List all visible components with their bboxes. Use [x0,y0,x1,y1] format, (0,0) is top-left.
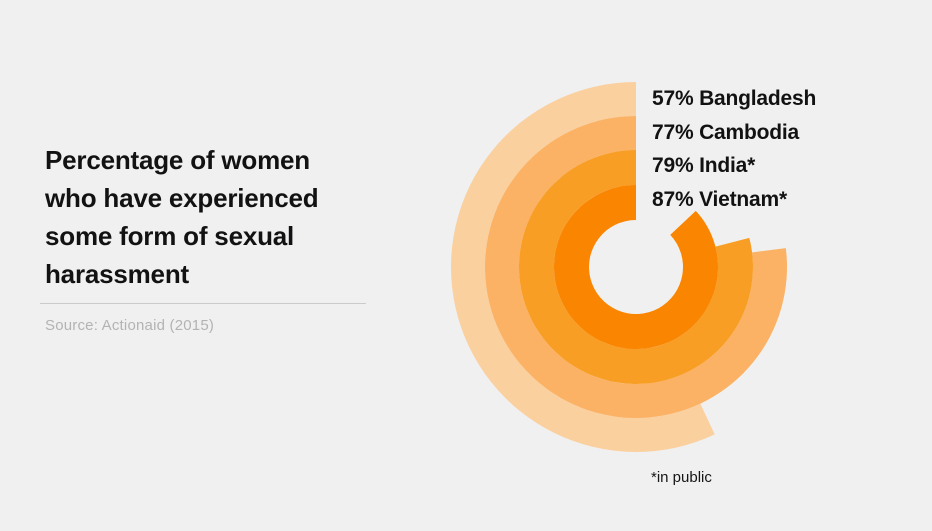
legend-item-india: 79% India* [652,154,756,177]
divider-line [40,303,366,304]
ring-india [518,150,753,384]
source-label: Source: Actionaid (2015) [45,317,215,334]
chart-legend: 57% Bangladesh 77% Cambodia 79% India* 8… [652,82,816,216]
title-line-1: Percentage of women [45,145,310,175]
legend-item-vietnam: 87% Vietnam* [652,187,787,211]
title-line-3: some form of sexual [45,221,295,251]
legend-item-bangladesh: 57% Bangladesh [652,87,817,110]
title-line-2: who have experienced [45,183,319,213]
ring-bangladesh [450,82,715,453]
chart-title: Percentage of women who have experienced… [45,141,375,293]
ring-vietnam [554,185,719,349]
footnote-label: *in public [651,469,712,486]
legend-item-cambodia: 77% Cambodia [652,120,799,144]
chart-rings [450,82,788,453]
title-line-4: harassment [45,259,189,289]
